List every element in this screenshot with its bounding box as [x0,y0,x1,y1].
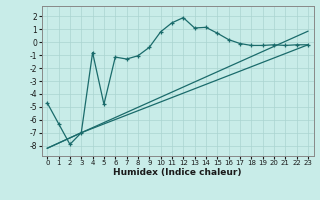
X-axis label: Humidex (Indice chaleur): Humidex (Indice chaleur) [113,168,242,177]
